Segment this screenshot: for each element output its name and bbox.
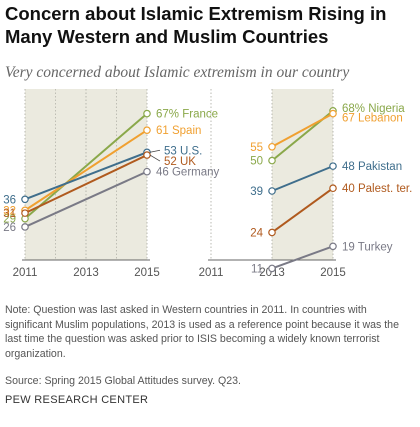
chart-source: Source: Spring 2015 Global Attitudes sur… <box>5 375 241 387</box>
western-end-label-germany: 46 Germany <box>156 167 220 179</box>
western-end-point-spain <box>143 126 151 134</box>
western-start-point-u-s <box>21 195 29 204</box>
chart-title: Concern about Islamic Extremism Rising i… <box>5 3 387 47</box>
western-line-u-s <box>24 151 148 201</box>
western-line-uk <box>24 154 148 215</box>
muslim-end-point-lebanon <box>329 109 337 118</box>
muslim-line-turkey <box>271 245 334 270</box>
western-start-label-u-s: 36 <box>3 194 16 206</box>
muslim-start-label-lebanon: 55 <box>250 142 263 154</box>
muslim-shaded-area <box>272 89 333 260</box>
western-leader-u-s <box>149 149 161 153</box>
muslim-start-label-turkey: 11 <box>251 263 263 275</box>
muslim-start-point-palest-ter <box>268 228 276 237</box>
western-tick-label-2013: 2013 <box>73 267 99 279</box>
western-start-point-germany <box>21 223 29 231</box>
muslim-start-label-palest-ter: 24 <box>250 227 263 239</box>
muslim-end-label-lebanon: 67 Lebanon <box>342 113 403 125</box>
western-end-label-uk: 52 UK <box>164 156 196 168</box>
muslim-start-point-pakistan <box>268 187 276 195</box>
western-end-label-france: 67% France <box>156 109 218 121</box>
western-end-point-france <box>143 109 151 118</box>
western-start-label-germany: 26 <box>3 222 16 234</box>
western-end-point-uk <box>143 151 151 159</box>
western-end-point-germany <box>143 167 151 176</box>
chart-svg: 2011 2013 2015 29 67% France 32 61 Spain 36 53 U… <box>3 89 412 279</box>
muslim-start-label-pakistan: 39 <box>250 186 263 198</box>
western-start-label-uk: 31 <box>3 208 16 220</box>
western-start-point-uk <box>21 209 29 217</box>
western-leader-uk <box>149 154 161 162</box>
chart-note: Note: Question was last asked in Western… <box>5 304 399 360</box>
muslim-tick-label-2011: 2011 <box>199 267 224 279</box>
muslim-start-point-turkey <box>268 264 276 273</box>
muslim-end-point-palest-ter <box>329 184 337 193</box>
muslim-line-lebanon <box>271 112 334 148</box>
western-line-germany <box>24 170 148 228</box>
muslim-tick-label-2013: 2013 <box>259 267 285 279</box>
muslim-end-label-palest-ter: 40 Palest. ter. <box>342 183 412 195</box>
chart-subtitle: Very concerned about Islamic extremism i… <box>5 64 350 81</box>
muslim-start-point-nigeria <box>268 156 276 165</box>
muslim-tick-label-2015: 2015 <box>320 267 346 279</box>
western-start-label-france: 29 <box>3 214 16 226</box>
muslim-end-point-turkey <box>329 242 337 251</box>
muslim-end-point-pakistan <box>329 162 337 170</box>
muslim-line-palest-ter <box>271 187 334 234</box>
muslim-end-label-pakistan: 48 Pakistan <box>342 161 402 173</box>
org-name: PEW RESEARCH CENTER <box>5 394 149 406</box>
western-end-label-u-s: 53 U.S. <box>164 145 202 157</box>
muslim-start-point-lebanon <box>268 142 276 151</box>
muslim-start-label-nigeria: 50 <box>250 156 263 168</box>
muslim-line-pakistan <box>271 165 334 192</box>
western-line-spain <box>24 129 148 212</box>
western-start-label-spain: 32 <box>3 205 16 217</box>
western-tick-label-2015: 2015 <box>134 267 160 279</box>
western-line-france <box>24 112 148 220</box>
muslim-end-label-turkey: 19 Turkey <box>342 241 393 253</box>
muslim-end-label-nigeria: 68% Nigeria <box>342 103 405 115</box>
western-tick-label-2011: 2011 <box>13 267 38 279</box>
western-end-label-spain: 61 Spain <box>156 125 201 137</box>
